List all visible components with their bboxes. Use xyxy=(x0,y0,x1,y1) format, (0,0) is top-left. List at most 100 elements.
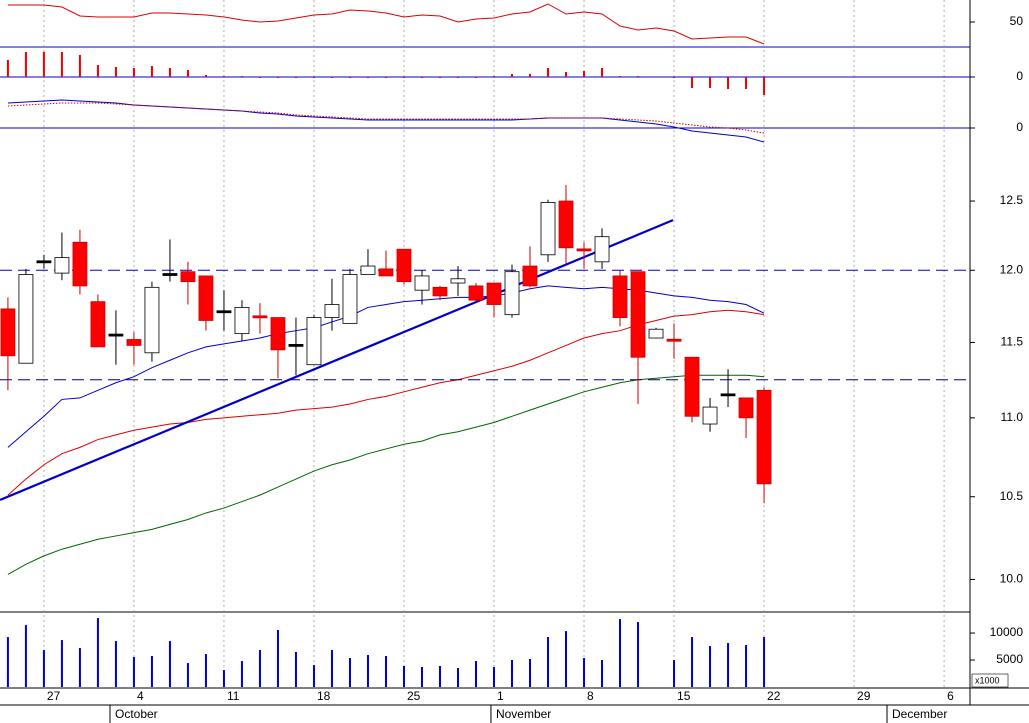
bar xyxy=(150,66,153,77)
bar xyxy=(619,76,622,77)
candle-body xyxy=(198,275,214,321)
candle-body xyxy=(72,241,88,287)
bar xyxy=(240,661,243,687)
bar xyxy=(294,77,297,78)
bar xyxy=(258,77,261,78)
bar xyxy=(6,637,9,687)
bar xyxy=(186,70,189,77)
candle-body xyxy=(162,273,178,276)
bar xyxy=(366,655,369,687)
bar xyxy=(348,658,351,687)
candle-body xyxy=(342,274,358,324)
candle-body xyxy=(540,202,556,256)
y-tick-label: 10.0 xyxy=(1000,572,1024,586)
candle-body xyxy=(720,393,736,397)
candle-body xyxy=(738,397,754,419)
trend-line xyxy=(0,219,674,501)
bar xyxy=(619,619,622,687)
candle-body xyxy=(558,200,574,249)
candle-body xyxy=(576,248,592,252)
bar xyxy=(276,630,279,687)
bar xyxy=(511,660,514,687)
bar xyxy=(330,77,333,78)
candle-body xyxy=(702,406,718,425)
x-tick-label: 18 xyxy=(317,689,331,703)
bar xyxy=(547,637,550,687)
bar xyxy=(222,76,225,77)
bar xyxy=(529,74,532,77)
y-tick-label: 5000 xyxy=(996,652,1023,666)
bar xyxy=(402,77,405,78)
bar xyxy=(168,641,171,687)
bar xyxy=(583,658,586,687)
candle-body xyxy=(18,274,34,364)
bar xyxy=(222,670,225,687)
bar xyxy=(763,77,766,95)
bar xyxy=(565,72,568,77)
bar xyxy=(438,77,441,78)
candle-body xyxy=(648,328,664,339)
bar xyxy=(456,668,459,687)
y-tick-label: 12.0 xyxy=(1000,262,1024,276)
bar xyxy=(96,65,99,77)
candle-body xyxy=(234,307,250,335)
bar xyxy=(637,76,640,77)
bar xyxy=(511,74,514,77)
month-label: December xyxy=(892,707,947,721)
bar xyxy=(637,622,640,687)
bar xyxy=(6,60,9,77)
bar xyxy=(114,67,117,77)
candle-body xyxy=(126,339,142,346)
bar xyxy=(60,640,63,687)
bar xyxy=(96,618,99,687)
x-tick-label: 29 xyxy=(857,689,871,703)
candle-body xyxy=(666,338,682,342)
bar xyxy=(565,631,568,687)
bar xyxy=(78,55,81,77)
y-tick-label: 10000 xyxy=(990,625,1024,639)
candle-body xyxy=(522,265,538,287)
series-line xyxy=(7,3,765,45)
candle-body xyxy=(108,333,124,337)
bar xyxy=(763,637,766,687)
bar xyxy=(493,667,496,687)
x-tick-label: 22 xyxy=(767,689,781,703)
candle-body xyxy=(144,286,160,354)
bar xyxy=(132,68,135,77)
bar xyxy=(709,646,712,687)
candle-body xyxy=(594,236,610,263)
candle-body xyxy=(270,317,286,351)
y-tick-label: 12.5 xyxy=(1000,193,1024,207)
bar xyxy=(366,77,369,78)
bar xyxy=(240,76,243,77)
candle-body xyxy=(414,275,430,291)
candle-body xyxy=(324,304,340,318)
candle-body xyxy=(468,285,484,301)
x-tick-label: 1 xyxy=(497,689,504,703)
bar xyxy=(727,643,730,687)
x-tick-label: 8 xyxy=(587,689,594,703)
candle-body xyxy=(252,315,268,319)
bar xyxy=(745,77,748,89)
bar xyxy=(312,77,315,78)
bar xyxy=(204,654,207,687)
bar xyxy=(420,667,423,687)
series-line xyxy=(7,102,765,134)
bar xyxy=(691,637,694,687)
x-tick-label: 25 xyxy=(407,689,421,703)
bar xyxy=(78,648,81,687)
candle-body xyxy=(306,317,322,366)
month-label: October xyxy=(115,707,158,721)
candle-body xyxy=(432,286,448,297)
bar xyxy=(709,77,712,88)
bar xyxy=(456,77,459,78)
candle-body xyxy=(684,356,700,417)
bar xyxy=(384,656,387,687)
candle-body xyxy=(612,275,628,318)
bar xyxy=(258,650,261,687)
candle-body xyxy=(630,271,646,358)
bar xyxy=(186,663,189,687)
bar xyxy=(493,76,496,77)
